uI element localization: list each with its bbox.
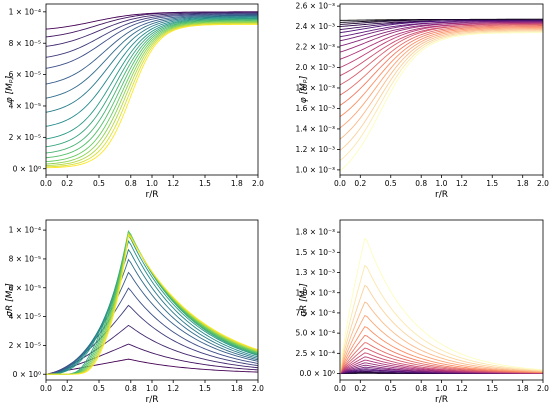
x-tick-label: 0.0 [40, 179, 52, 188]
x-tick-label: 1.0 [436, 179, 448, 188]
y-axis-label: σR [Mₚ] [5, 283, 15, 317]
x-tick-label: 1.8 [231, 384, 243, 393]
y-tick-label: 1 × 10⁻⁴ [9, 7, 41, 16]
x-axis-label: r/R [435, 190, 448, 200]
y-axis-label: σR [Mₚ] [299, 283, 309, 317]
y-tick-label: 2.2 × 10⁻³ [296, 43, 336, 52]
x-tick-label: 2.0 [537, 384, 549, 393]
series-line [46, 24, 258, 167]
x-tick-label: 1.0 [146, 384, 158, 393]
series-line [46, 235, 258, 374]
x-tick-label: 0.5 [385, 179, 397, 188]
x-tick-label: 1.5 [486, 384, 498, 393]
series-line [46, 250, 258, 375]
y-tick-label: 2 × 10⁻⁵ [9, 133, 41, 142]
x-tick-label: 1.0 [146, 179, 158, 188]
y-tick-label: 1.0 × 10⁻³ [296, 165, 336, 174]
y-tick-label: 1.3 × 10⁻³ [296, 268, 336, 277]
series-group [46, 12, 258, 168]
series-line [46, 23, 258, 166]
x-tick-label: 1.5 [199, 179, 211, 188]
x-axis-label: r/R [146, 395, 159, 405]
x-tick-label: 0.5 [93, 179, 105, 188]
series-line [340, 31, 543, 151]
y-tick-label: 0 × 10⁰ [13, 370, 41, 379]
x-tick-label: 0.2 [354, 384, 366, 393]
y-tick-label: 2.5 × 10⁻⁴ [296, 349, 336, 358]
x-tick-label: 1.5 [199, 384, 211, 393]
x-tick-label: 2.0 [252, 384, 264, 393]
x-axis-label: r/R [146, 190, 159, 200]
y-tick-label: 2 × 10⁻⁵ [9, 341, 41, 350]
y-tick-label: 0 × 10⁰ [13, 164, 41, 173]
series-line [46, 16, 258, 98]
x-tick-label: 0.0 [334, 384, 346, 393]
y-tick-label: 0.0 × 10⁰ [299, 369, 335, 378]
y-tick-label: 2.4 × 10⁻³ [296, 22, 336, 31]
series-group [340, 239, 543, 374]
series-line [46, 20, 258, 157]
x-tick-label: 0.2 [354, 179, 366, 188]
x-tick-label: 1.2 [456, 179, 468, 188]
y-tick-label: 8 × 10⁻⁵ [9, 39, 41, 48]
panel-top-left: 0.0 0.2 0.5 0.8 1.0 1.2 1.5 1.8 2.0 0 × 10⁰ 2 × 10… [5, 4, 264, 200]
y-tick-label: 1 × 10⁻⁴ [9, 226, 41, 235]
panel-bottom-right: 0.0 0.2 0.5 0.8 1.0 1.2 1.5 1.8 2.0 0.0 × 10⁰ 2.5 … [296, 220, 550, 405]
x-tick-label: 1.8 [517, 179, 529, 188]
series-line [340, 302, 543, 373]
x-tick-label: 1.2 [167, 179, 179, 188]
x-tick-label: 1.2 [456, 384, 468, 393]
x-tick-label: 1.5 [486, 179, 498, 188]
series-line [46, 235, 258, 374]
y-tick-label: 8 × 10⁻⁵ [9, 255, 41, 264]
x-tick-label: 0.8 [415, 384, 427, 393]
series-group [46, 231, 258, 374]
panel-top-right: 0.0 0.2 0.5 0.8 1.0 1.2 1.5 1.8 2.0 1.0 × 10⁻³ 1.2… [296, 2, 550, 200]
x-tick-label: 0.8 [125, 179, 137, 188]
y-tick-label: 5.0 × 10⁻⁴ [296, 329, 336, 338]
x-tick-label: 0.0 [334, 179, 346, 188]
y-tick-label: 1.4 × 10⁻³ [296, 125, 336, 134]
series-line [340, 285, 543, 373]
y-tick-label: 1.8 × 10⁻³ [296, 228, 336, 237]
panel-bottom-left: 0.0 0.2 0.5 0.8 1.0 1.2 1.5 1.8 2.0 0 × 10⁰ 2 × 10… [5, 220, 264, 405]
x-tick-label: 0.0 [40, 384, 52, 393]
x-tick-label: 2.0 [252, 179, 264, 188]
series-line [340, 266, 543, 374]
x-tick-label: 0.5 [385, 384, 397, 393]
y-axis-label: φ [Mₚ] [299, 75, 309, 103]
y-axis-label: φ [Mₚ] [5, 75, 15, 103]
series-line [46, 241, 258, 374]
x-tick-label: 1.8 [231, 179, 243, 188]
x-tick-label: 2.0 [537, 179, 549, 188]
x-tick-label: 0.5 [93, 384, 105, 393]
x-axis-label: r/R [435, 395, 448, 405]
y-tick-label: 1.5 × 10⁻³ [296, 248, 336, 257]
series-group [340, 19, 543, 171]
series-line [340, 239, 543, 374]
plot-frame [340, 220, 543, 380]
x-tick-label: 0.8 [415, 179, 427, 188]
y-tick-label: 1.6 × 10⁻³ [296, 104, 336, 113]
x-tick-label: 1.2 [167, 384, 179, 393]
y-tick-label: 1.2 × 10⁻³ [296, 145, 336, 154]
x-tick-label: 1.8 [517, 384, 529, 393]
x-tick-label: 0.8 [125, 384, 137, 393]
x-tick-label: 0.2 [61, 384, 73, 393]
x-tick-label: 1.0 [436, 384, 448, 393]
y-tick-label: 2.6 × 10⁻³ [296, 2, 336, 11]
x-tick-label: 0.2 [61, 179, 73, 188]
series-line [340, 33, 543, 171]
y-tick-label: 2.0 × 10⁻³ [296, 63, 336, 72]
